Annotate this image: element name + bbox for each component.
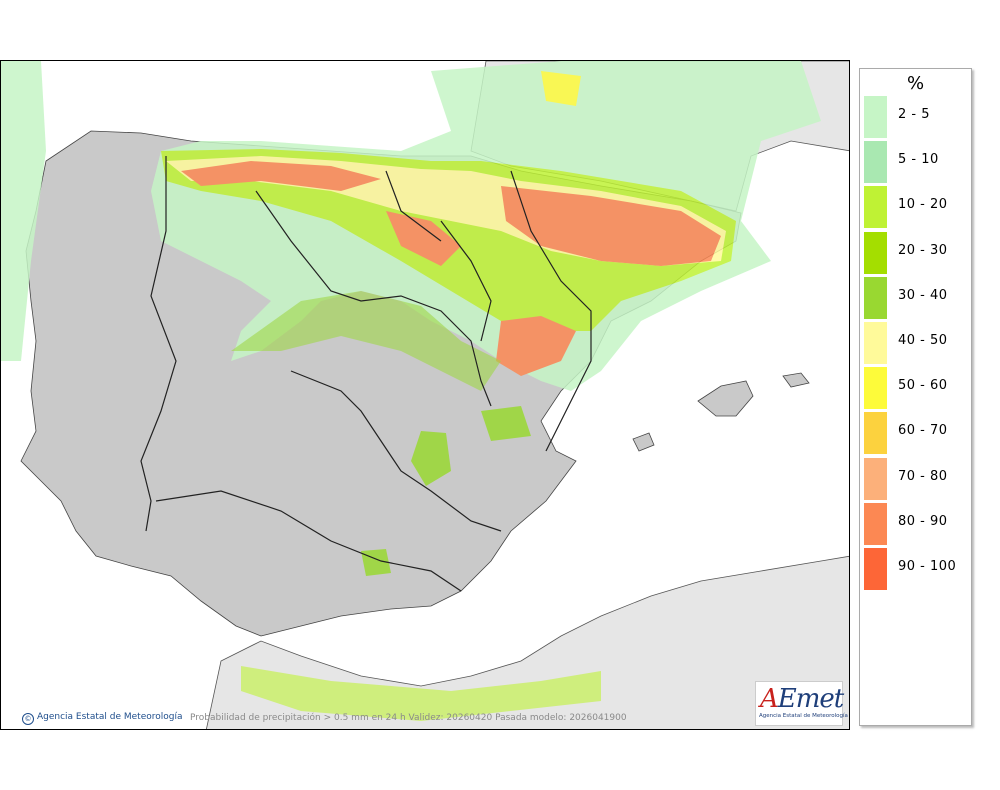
legend-item: 70 - 80	[864, 457, 968, 500]
logo-wordmark: AEmet	[760, 684, 844, 714]
precipitation-overlay	[1, 61, 821, 721]
legend-label: 90 - 100	[898, 559, 957, 574]
precipitation-map	[0, 60, 850, 730]
map-caption: Probabilidad de precipitación > 0.5 mm e…	[190, 713, 627, 723]
legend-title: %	[906, 73, 925, 94]
legend-label: 70 - 80	[898, 468, 948, 484]
legend-item: 20 - 30	[864, 231, 968, 274]
legend-label: 40 - 50	[898, 333, 948, 348]
menorca-island	[782, 372, 810, 388]
legend-item: 30 - 40	[864, 276, 968, 319]
copyright-text: Agencia Estatal de Meteorología	[37, 712, 183, 722]
ibiza-island	[632, 432, 655, 452]
legend-swatch	[864, 141, 887, 184]
region-borders	[140, 156, 592, 592]
copyright-notice: © Agencia Estatal de Meteorología	[22, 712, 183, 725]
legend-item: 90 - 100	[864, 548, 968, 590]
legend-label: 50 - 60	[898, 378, 948, 394]
legend-swatch	[864, 412, 887, 455]
legend-label: 5 - 10	[898, 152, 939, 168]
legend-item: 10 - 20	[864, 186, 968, 229]
legend-swatch	[864, 502, 887, 545]
legend-swatch	[864, 457, 887, 500]
legend-swatch	[864, 96, 887, 138]
legend-label: 80 - 90	[898, 513, 948, 529]
legend-item: 2 - 5	[864, 96, 968, 138]
legend-item: 80 - 90	[864, 502, 968, 545]
mallorca-island	[697, 380, 754, 417]
legend-swatch	[864, 231, 887, 274]
legend-item: 50 - 60	[864, 367, 968, 410]
logo-subtitle: Agencia Estatal de Meteorología	[759, 713, 848, 719]
legend-item: 40 - 50	[864, 322, 968, 364]
aemet-logo: AEmet Agencia Estatal de Meteorología	[755, 681, 848, 726]
copyright-icon: ©	[22, 713, 34, 725]
legend-item: 60 - 70	[864, 412, 968, 455]
legend-label: 2 - 5	[898, 107, 930, 122]
legend-swatch	[864, 186, 887, 229]
legend: % 2 - 5 5 - 10 10 - 20 20 - 30 30 - 40 40 - 5…	[859, 68, 972, 726]
legend-label: 60 - 70	[898, 423, 948, 439]
legend-swatch	[864, 276, 887, 319]
legend-label: 20 - 30	[898, 242, 948, 258]
legend-label: 10 - 20	[898, 197, 948, 213]
legend-swatch	[864, 548, 887, 590]
legend-swatch	[864, 367, 887, 410]
legend-label: 30 - 40	[898, 287, 948, 303]
legend-swatch	[864, 322, 887, 364]
legend-item: 5 - 10	[864, 141, 968, 184]
